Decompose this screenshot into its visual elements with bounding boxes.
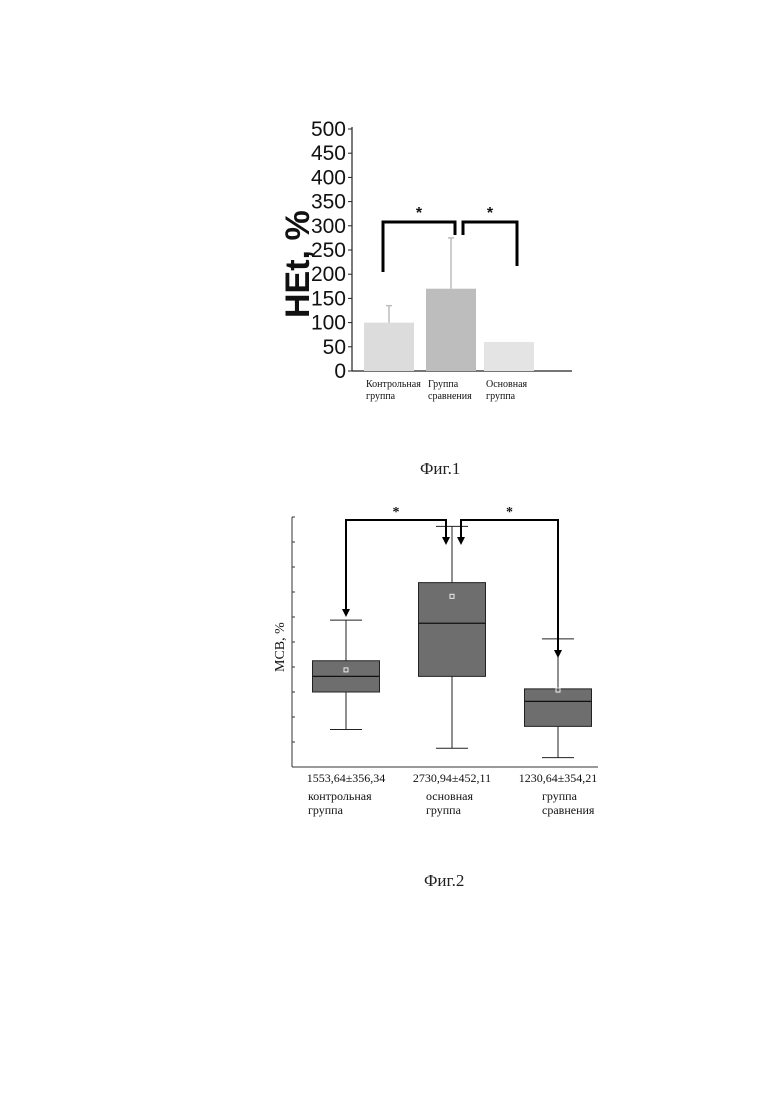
fig1-category-label: Группа	[428, 379, 459, 390]
fig1-category-label: Контрольная	[366, 379, 421, 390]
fig2-value-label: 1230,64±354,21	[519, 771, 598, 785]
fig1-significance-bracket	[383, 222, 455, 272]
fig1-y-tick-label: 0	[334, 360, 346, 383]
fig2-category-label: группа	[426, 803, 462, 817]
fig1-bar	[484, 342, 534, 371]
fig2-mean-marker	[344, 668, 348, 672]
fig2-box	[419, 583, 486, 677]
fig1-y-tick-label: 450	[311, 142, 346, 165]
fig1-y-axis-label: HEt, %	[279, 210, 317, 318]
fig1-category-label: сравнения	[428, 391, 472, 402]
fig2-axes: 1553,64±356,34контрольнаягруппа2730,94±4…	[292, 517, 598, 817]
fig1-significance-bracket	[463, 222, 517, 266]
fig2-box	[313, 661, 380, 692]
fig2-category-label: основная	[426, 789, 473, 803]
fig1-category-label: группа	[486, 391, 516, 402]
fig2-category-label: группа	[542, 789, 578, 803]
fig1-y-tick-label: 350	[311, 191, 346, 214]
fig1-bar	[364, 323, 414, 371]
fig1-significance-star: *	[487, 205, 494, 222]
fig2-arrowhead	[342, 609, 350, 617]
fig1-bar	[426, 289, 476, 371]
fig2-value-label: 2730,94±452,11	[413, 771, 491, 785]
fig2-box	[525, 689, 592, 727]
fig1-caption: Фиг.1	[420, 459, 460, 478]
fig2-boxes	[313, 526, 592, 757]
fig2-significance-bracket	[461, 520, 558, 650]
fig1-bars	[364, 238, 534, 371]
figure-1-bar-chart: 050100150200250300350400450500Контрольна…	[0, 0, 780, 520]
fig1-y-tick-label: 50	[323, 336, 346, 359]
fig1-category-label: группа	[366, 391, 396, 402]
fig1-category-label: Основная	[486, 379, 528, 390]
fig2-arrowhead	[442, 537, 450, 545]
fig2-caption: Фиг.2	[424, 871, 464, 890]
fig2-y-axis-label: МСВ, %	[273, 622, 288, 672]
fig2-significance-bracket	[346, 520, 446, 609]
fig2-mean-marker	[450, 594, 454, 598]
fig2-arrowhead	[457, 537, 465, 545]
fig1-significance-star: *	[416, 205, 423, 222]
fig1-y-tick-label: 400	[311, 166, 346, 189]
fig1-y-tick-label: 500	[311, 118, 346, 141]
fig2-value-label: 1553,64±356,34	[307, 771, 386, 785]
fig2-arrowhead	[554, 650, 562, 658]
fig2-mean-marker	[556, 688, 560, 692]
fig2-category-label: контрольная	[308, 789, 372, 803]
fig2-category-label: сравнения	[542, 803, 595, 817]
fig2-category-label: группа	[308, 803, 344, 817]
fig2-significance: **	[342, 505, 562, 658]
